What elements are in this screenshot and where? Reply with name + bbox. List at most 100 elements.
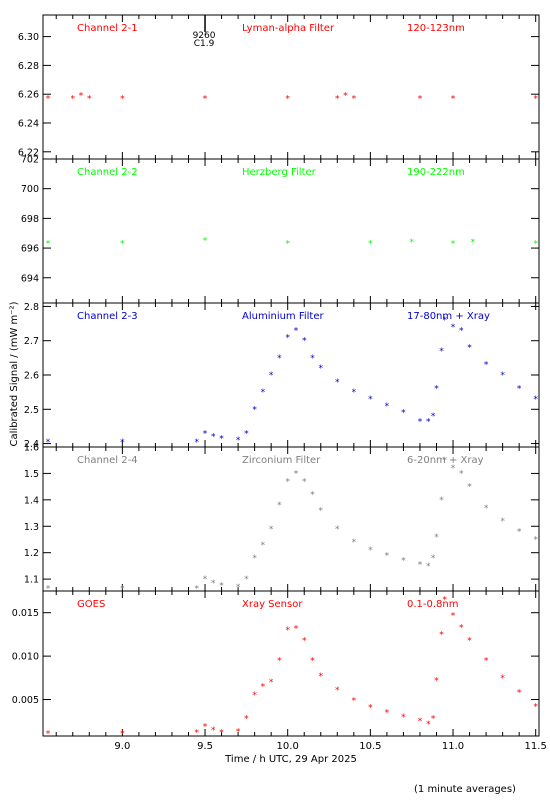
- data-point: *: [401, 557, 406, 567]
- data-point: *: [294, 326, 299, 336]
- data-point: *: [368, 546, 373, 556]
- filter-label: Zirconium Filter: [242, 455, 321, 466]
- y-tick-label: 2.4: [24, 439, 39, 450]
- data-point: *: [533, 95, 538, 105]
- y-tick-label: 1.3: [24, 522, 39, 533]
- panel-3: 2.4 2.5 2.6 2.7 2.8 Channel 2-3 Aluminium Filt…: [24, 302, 540, 450]
- filter-label: Xray Sensor: [242, 599, 303, 610]
- x-tick-label: 11.5: [525, 741, 547, 752]
- data-point: *: [451, 464, 456, 474]
- data-point: *: [252, 405, 257, 415]
- data-point: *: [195, 438, 200, 448]
- data-point: *: [517, 689, 522, 699]
- data-point: *: [533, 702, 538, 712]
- data-point: *: [335, 686, 340, 696]
- data-point: *: [467, 344, 472, 354]
- data-point: *: [500, 517, 505, 527]
- panel-frame: [42, 158, 540, 304]
- data-point: *: [385, 551, 390, 561]
- x-axis-title: Time / h UTC, 29 Apr 2025: [224, 754, 357, 765]
- data-point: *: [244, 715, 249, 725]
- filter-label: Lyman-alpha Filter: [242, 23, 335, 34]
- panel-2: 694 696 698 700 702 Channel 2-2 Herzberg Filte…: [21, 155, 540, 304]
- data-point: *: [203, 722, 208, 732]
- data-point: *: [467, 483, 472, 493]
- y-tick-label: 1.4: [24, 495, 39, 506]
- data-point: *: [79, 92, 84, 102]
- data-point: *: [459, 469, 464, 479]
- data-point: *: [352, 538, 357, 548]
- data-point: *: [203, 95, 208, 105]
- data-point: *: [484, 504, 489, 514]
- data-point: *: [252, 691, 257, 701]
- y-tick-label: 0.015: [12, 608, 39, 619]
- data-point: *: [120, 584, 125, 594]
- data-point: *: [443, 456, 448, 466]
- data-point: *: [443, 596, 448, 606]
- band-label: 120-123nm: [407, 23, 465, 34]
- data-series: ***********************************: [46, 456, 539, 594]
- y-tick-label: 698: [21, 214, 39, 225]
- channel-label: Channel 2-1: [77, 23, 138, 34]
- data-point: *: [203, 237, 208, 247]
- y-tick-label: 0.005: [12, 695, 39, 706]
- flare-id-label: 9260: [193, 31, 216, 41]
- data-point: *: [431, 412, 436, 422]
- data-point: *: [261, 388, 266, 398]
- data-point: *: [517, 528, 522, 538]
- y-tick-label: 6.26: [18, 90, 39, 101]
- data-point: *: [236, 728, 241, 738]
- data-point: *: [46, 584, 51, 594]
- y-tick-label: 694: [21, 273, 39, 284]
- data-point: *: [244, 429, 249, 439]
- band-label: 17-80nm + Xray: [407, 311, 490, 322]
- y-tick-label: 6.30: [18, 32, 39, 43]
- data-point: *: [467, 636, 472, 646]
- data-point: *: [418, 717, 423, 727]
- band-label: 6-20nm + Xray: [407, 455, 484, 466]
- data-point: *: [294, 624, 299, 634]
- data-point: *: [319, 364, 324, 374]
- data-point: *: [335, 378, 340, 388]
- data-series: ***********************************: [46, 316, 539, 448]
- data-point: *: [46, 95, 51, 105]
- data-point: *: [71, 95, 76, 105]
- x-tick-label: 11.0: [442, 741, 464, 752]
- data-point: *: [434, 385, 439, 395]
- y-tick-label: 696: [21, 244, 39, 255]
- data-point: *: [471, 238, 476, 248]
- data-point: *: [385, 709, 390, 719]
- x-tick-label: 10.0: [277, 741, 299, 752]
- data-point: *: [352, 388, 357, 398]
- channel-label: GOES: [77, 599, 105, 610]
- data-point: *: [294, 469, 299, 479]
- data-point: *: [401, 713, 406, 723]
- x-tick-label: 9.5: [197, 741, 213, 752]
- filter-label: Aluminium Filter: [242, 311, 325, 322]
- data-point: *: [533, 240, 538, 250]
- data-point: *: [261, 541, 266, 551]
- data-point: *: [459, 326, 464, 336]
- data-point: *: [261, 683, 266, 693]
- data-point: *: [533, 395, 538, 405]
- data-point: *: [219, 582, 224, 592]
- channel-label: Channel 2-4: [77, 455, 138, 466]
- data-point: *: [409, 238, 414, 248]
- data-point: *: [368, 703, 373, 713]
- data-point: *: [285, 626, 290, 636]
- data-point: *: [484, 656, 489, 666]
- x-tick-label: 10.5: [359, 741, 381, 752]
- data-series: ***********************************: [46, 596, 539, 740]
- filter-label: Herzberg Filter: [242, 167, 317, 178]
- data-point: *: [426, 417, 431, 427]
- data-point: *: [219, 729, 224, 739]
- data-point: *: [533, 535, 538, 545]
- data-point: *: [426, 720, 431, 730]
- data-point: *: [418, 561, 423, 571]
- data-point: *: [269, 371, 274, 381]
- data-point: *: [500, 371, 505, 381]
- data-point: *: [451, 323, 456, 333]
- data-point: *: [451, 611, 456, 621]
